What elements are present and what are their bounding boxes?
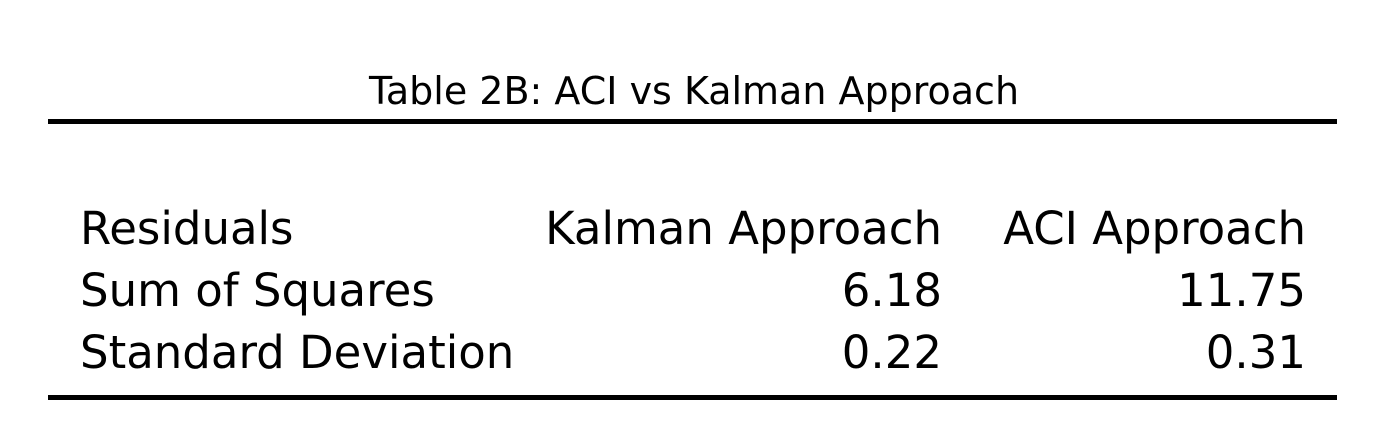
bottom-rule [48, 395, 1337, 400]
table-row: Sum of Squares 6.18 11.75 [80, 260, 1306, 322]
cell-aci-standard-deviation: 0.31 [1205, 326, 1306, 379]
header-residuals: Residuals [80, 202, 294, 255]
header-aci-approach: ACI Approach [1003, 202, 1306, 255]
cell-aci-sum-of-squares: 11.75 [1177, 264, 1306, 317]
cell-kalman-standard-deviation: 0.22 [841, 326, 942, 379]
top-rule [48, 119, 1337, 124]
results-table: Residuals Kalman Approach ACI Approach S… [80, 198, 1306, 384]
table-caption: Table 2B: ACI vs Kalman Approach [368, 69, 1020, 113]
header-kalman-approach: Kalman Approach [545, 202, 942, 255]
table-row: Standard Deviation 0.22 0.31 [80, 322, 1306, 384]
table-header-row: Residuals Kalman Approach ACI Approach [80, 198, 1306, 260]
cell-kalman-sum-of-squares: 6.18 [841, 264, 942, 317]
row-label-standard-deviation: Standard Deviation [80, 326, 515, 379]
row-label-sum-of-squares: Sum of Squares [80, 264, 435, 317]
